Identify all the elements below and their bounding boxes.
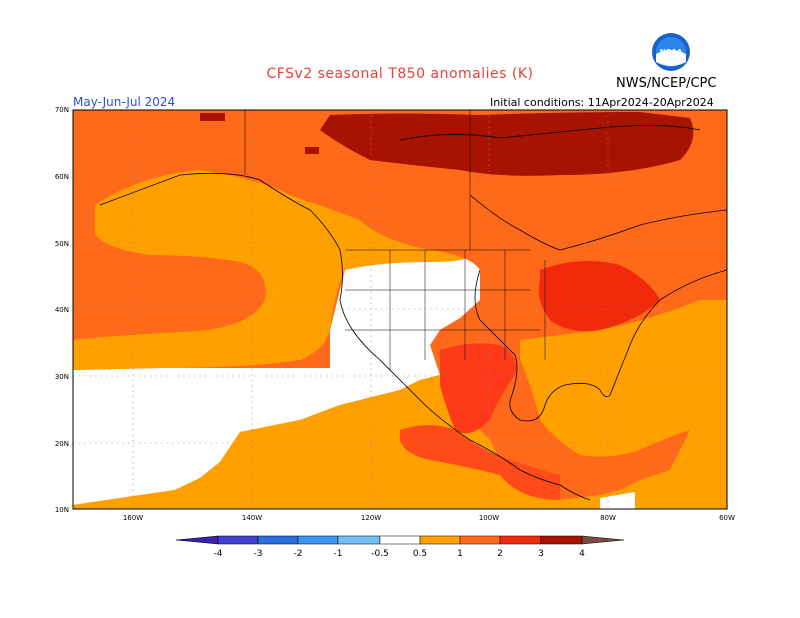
lon-label: 160W xyxy=(123,514,143,522)
orange-region-tropical xyxy=(73,375,727,509)
orange-region-north xyxy=(250,166,727,286)
colorbar-bin xyxy=(297,535,339,545)
colorbar-bin xyxy=(419,535,461,545)
colorbar-ticks: -4 -3 -2 -1 -0.5 0.5 1 2 3 4 xyxy=(214,549,586,559)
lat-axis: 70N 60N 50N 40N 30N 20N 10N xyxy=(55,106,69,514)
red-region-northeast xyxy=(538,261,660,332)
lon-axis: 160W 140W 120W 100W 80W 60W xyxy=(123,514,735,522)
lon-label: 100W xyxy=(479,514,499,522)
lat-label: 30N xyxy=(55,373,69,381)
orange-region-pacific xyxy=(73,170,472,370)
colorbar-tick: 3 xyxy=(538,549,544,559)
colorbar-bin xyxy=(337,535,381,545)
colorbar-tick: -4 xyxy=(214,549,223,559)
colorbar-bin xyxy=(499,535,542,545)
lon-label: 80W xyxy=(600,514,616,522)
red-region-gulf xyxy=(505,387,542,440)
lon-label: 60W xyxy=(719,514,735,522)
colorbar-bin xyxy=(257,535,299,545)
lat-label: 70N xyxy=(55,106,69,114)
lat-label: 40N xyxy=(55,306,69,314)
colorbar-tick: 4 xyxy=(579,549,585,559)
neutral-patch-caribbean xyxy=(600,492,635,509)
colorbar-tick: 0.5 xyxy=(413,549,427,559)
colorbar-bin xyxy=(540,535,583,545)
lat-label: 20N xyxy=(55,440,69,448)
darkred-spot-2 xyxy=(305,147,319,154)
map-frame xyxy=(72,109,728,510)
lat-label: 50N xyxy=(55,240,69,248)
red-region-central-america xyxy=(400,425,560,500)
darkred-region-canada xyxy=(320,112,694,176)
colorbar-tick: -1 xyxy=(334,549,343,559)
darkred-spot-3 xyxy=(568,145,583,155)
season-label: May-Jun-Jul 2024 xyxy=(73,95,176,109)
darkred-spot-1 xyxy=(200,113,225,121)
colorbar-tick: -0.5 xyxy=(371,549,389,559)
colorbar-tick: -2 xyxy=(294,549,303,559)
lat-label: 60N xyxy=(55,173,69,181)
colorbar-tick: -3 xyxy=(254,549,263,559)
colorbar-tick: 1 xyxy=(457,549,463,559)
noaa-logo: NOAA xyxy=(652,33,690,71)
map-title: CFSv2 seasonal T850 anomalies (K) xyxy=(266,66,534,82)
colorbar xyxy=(175,535,625,545)
anomaly-field xyxy=(73,110,727,509)
graticule xyxy=(73,110,727,509)
lon-label: 120W xyxy=(361,514,381,522)
neutral-region-pacific xyxy=(73,255,480,505)
lat-label: 10N xyxy=(55,506,69,514)
red-region-mexico xyxy=(440,343,516,434)
lon-label: 140W xyxy=(242,514,262,522)
colorbar-bin xyxy=(217,535,259,545)
coastlines xyxy=(99,125,727,501)
logo-text: NOAA xyxy=(660,48,683,56)
colorbar-arrow-high xyxy=(581,535,625,545)
colorbar-bin xyxy=(459,535,501,545)
colorbar-arrow-low xyxy=(175,535,219,545)
initial-conditions-label: Initial conditions: 11Apr2024-20Apr2024 xyxy=(490,96,714,109)
orange-region-atlantic xyxy=(520,300,727,457)
political-boundaries xyxy=(244,110,546,370)
agency-label: NWS/NCEP/CPC xyxy=(616,76,717,91)
colorbar-bin xyxy=(379,535,421,545)
colorbar-tick: 2 xyxy=(497,549,503,559)
